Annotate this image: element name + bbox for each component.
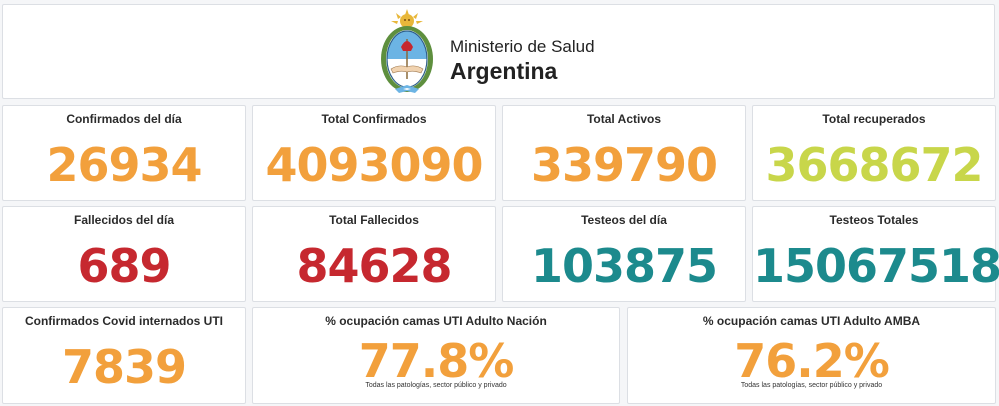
stat-card-testeos-totales: Testeos Totales 15067518 xyxy=(752,206,999,302)
stat-label: Testeos Totales xyxy=(829,213,919,227)
country-title: Argentina xyxy=(450,58,558,84)
stat-label: % ocupación camas UTI Adulto AMBA xyxy=(702,314,921,328)
stat-value: 3668672 xyxy=(765,138,983,192)
ministry-title: Ministerio de Salud xyxy=(450,37,595,56)
stat-value: 77.8% xyxy=(358,334,515,388)
stat-value: 76.2% xyxy=(734,334,890,388)
stat-label: Total Activos xyxy=(586,112,661,126)
stat-card-fallecidos-dia: Fallecidos del día 689 xyxy=(2,206,246,302)
stat-value: 7839 xyxy=(61,340,187,394)
stat-note: Todas las patologías, sector público y p… xyxy=(365,382,507,389)
argentina-coat-of-arms-icon xyxy=(377,9,437,97)
stat-card-ocupacion-uti-amba: % ocupación camas UTI Adulto AMBA 76.2% … xyxy=(627,307,996,404)
stat-value: 4093090 xyxy=(265,138,483,192)
stat-card-total-confirmados: Total Confirmados 4093090 xyxy=(252,105,496,201)
stat-card-total-fallecidos: Total Fallecidos 84628 xyxy=(252,206,496,302)
stat-value: 689 xyxy=(77,239,171,293)
stat-card-total-recuperados: Total recuperados 3668672 xyxy=(752,105,996,201)
stat-label: Fallecidos del día xyxy=(73,213,175,227)
stat-value: 26934 xyxy=(46,138,202,192)
stat-value: 84628 xyxy=(296,239,452,293)
stat-card-total-activos: Total Activos 339790 xyxy=(502,105,746,201)
stat-card-ocupacion-uti-nacion: % ocupación camas UTI Adulto Nación 77.8… xyxy=(252,307,620,404)
stat-value: 15067518 xyxy=(753,239,999,293)
stat-label: Total Fallecidos xyxy=(329,213,419,227)
stat-label: Confirmados del día xyxy=(66,112,182,126)
stat-card-confirmados-dia: Confirmados del día 26934 xyxy=(2,105,246,201)
stat-label: Testeos del día xyxy=(581,213,667,227)
stat-label: Total Confirmados xyxy=(321,112,427,126)
header-banner: Ministerio de Salud Argentina xyxy=(2,4,995,99)
stat-label: Total recuperados xyxy=(822,112,926,126)
stat-label: % ocupación camas UTI Adulto Nación xyxy=(325,314,547,328)
stat-card-internados-uti: Confirmados Covid internados UTI 7839 xyxy=(2,307,246,404)
stat-card-testeos-dia: Testeos del día 103875 xyxy=(502,206,746,302)
stat-note: Todas las patologías, sector público y p… xyxy=(740,382,883,389)
stat-value: 103875 xyxy=(530,239,718,293)
stat-value: 339790 xyxy=(530,138,718,192)
stat-label: Confirmados Covid internados UTI xyxy=(24,314,223,328)
